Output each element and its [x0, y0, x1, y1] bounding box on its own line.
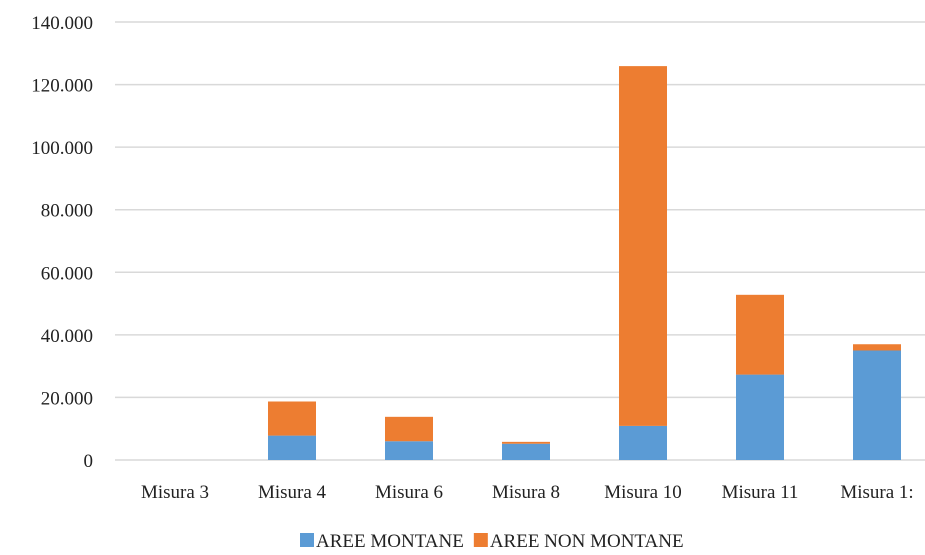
legend-swatch — [300, 533, 314, 547]
bar-aree-montane — [853, 350, 901, 460]
bar-aree-non-montane — [736, 294, 784, 375]
x-tick-label: Misura 6 — [375, 482, 443, 503]
x-tick-label: Misura 3 — [141, 482, 209, 503]
bar-aree-non-montane — [268, 401, 316, 436]
y-tick-label: 20.000 — [41, 388, 93, 409]
y-axis-tick-labels: 0 20.000 40.000 60.000 80.000 100.000 120.000 1… — [31, 13, 93, 472]
y-tick-label: 80.000 — [41, 201, 93, 222]
bars — [268, 66, 901, 460]
bar-aree-montane — [268, 435, 316, 460]
x-tick-label: Misura 10 — [604, 482, 682, 503]
bar-aree-non-montane — [385, 416, 433, 442]
y-tick-label: 0 — [84, 451, 94, 472]
bar-aree-non-montane — [853, 344, 901, 351]
x-axis-tick-labels: Misura 3 Misura 4 Misura 6 Misura 8 Misura 1… — [141, 482, 914, 503]
legend-label: AREE MONTANE — [316, 531, 464, 552]
bar-aree-non-montane — [619, 66, 667, 426]
gridlines — [115, 21, 925, 461]
bar-aree-montane — [619, 425, 667, 460]
x-tick-label: Misura 11 — [722, 482, 799, 503]
legend: AREE MONTANE AREE NON MONTANE — [300, 531, 684, 552]
legend-label: AREE NON MONTANE — [490, 531, 684, 552]
x-tick-label: Misura 8 — [492, 482, 560, 503]
bar-aree-montane — [736, 374, 784, 460]
x-tick-label: Misura 1: — [840, 482, 913, 503]
legend-swatch — [473, 533, 488, 547]
y-tick-label: 60.000 — [41, 263, 93, 284]
bar-aree-non-montane — [502, 441, 550, 444]
bar-aree-montane — [502, 443, 550, 460]
bar-aree-montane — [385, 441, 433, 460]
y-tick-label: 100.000 — [31, 138, 93, 159]
y-tick-label: 120.000 — [31, 76, 93, 97]
y-tick-label: 40.000 — [41, 326, 93, 347]
y-tick-label: 140.000 — [31, 13, 93, 34]
x-tick-label: Misura 4 — [258, 482, 327, 503]
